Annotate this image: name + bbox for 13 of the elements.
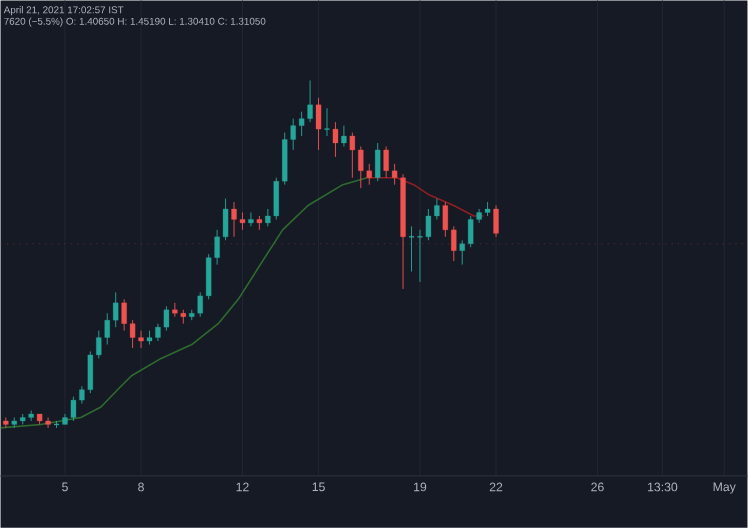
candlestick: [493, 205, 499, 238]
candlestick: [341, 125, 347, 148]
candlestick: [375, 142, 381, 182]
candlestick: [248, 212, 254, 227]
candlestick: [70, 396, 77, 422]
candlestick: [349, 132, 356, 179]
candlestick: [332, 121, 339, 158]
candlestick: [425, 208, 432, 241]
candlestick: [172, 302, 178, 318]
candlestick: [163, 305, 170, 332]
candlestick: [323, 107, 331, 137]
candlestick: [298, 111, 305, 137]
candlestick: [315, 97, 322, 151]
